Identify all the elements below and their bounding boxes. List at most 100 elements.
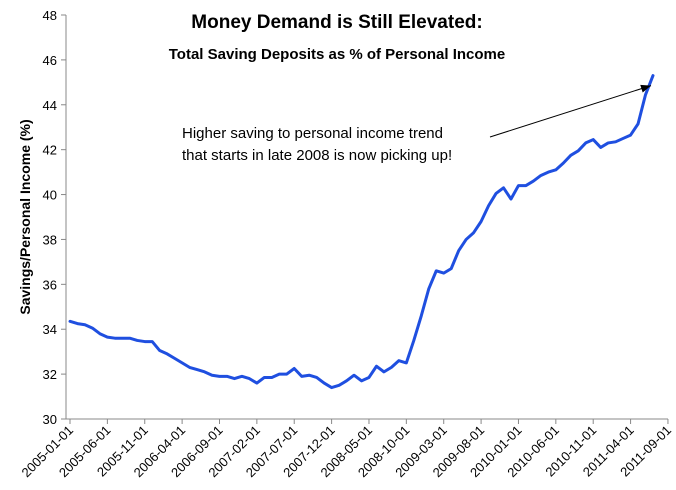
data-point <box>577 149 580 152</box>
data-point <box>397 359 400 362</box>
data-point <box>375 365 378 368</box>
chart-subtitle: Total Saving Deposits as % of Personal I… <box>169 46 505 63</box>
y-axis-label: Savings/Personal Income (%) <box>17 119 33 314</box>
data-point <box>554 168 557 171</box>
data-point <box>637 122 640 125</box>
y-tick-label: 42 <box>43 143 57 158</box>
data-point <box>569 154 572 157</box>
data-point <box>308 374 311 377</box>
data-point <box>330 386 333 389</box>
data-point <box>435 269 438 272</box>
chart-title: Money Demand is Still Elevated: <box>191 12 482 33</box>
data-point <box>532 180 535 183</box>
data-point <box>547 171 550 174</box>
data-point <box>465 238 468 241</box>
data-point <box>517 184 520 187</box>
annotation-line-1: Higher saving to personal income trend <box>182 125 443 142</box>
data-point <box>442 272 445 275</box>
data-point <box>495 192 498 195</box>
data-point <box>487 204 490 207</box>
series-points <box>69 74 655 389</box>
data-point <box>240 375 243 378</box>
data-point <box>420 314 423 317</box>
data-point <box>592 138 595 141</box>
data-point <box>121 337 124 340</box>
data-point <box>248 377 251 380</box>
data-point <box>412 339 415 342</box>
data-point <box>255 382 258 385</box>
data-point <box>457 249 460 252</box>
data-point <box>263 376 266 379</box>
data-point <box>83 323 86 326</box>
data-point <box>76 322 79 325</box>
data-point <box>98 332 101 335</box>
data-point <box>211 374 214 377</box>
data-point <box>69 320 72 323</box>
data-point <box>382 370 385 373</box>
data-point <box>218 375 221 378</box>
data-point <box>390 366 393 369</box>
data-point <box>188 366 191 369</box>
data-point <box>562 162 565 165</box>
data-point <box>278 373 281 376</box>
annotation-line-2: that starts in late 2008 is now picking … <box>182 147 452 164</box>
data-point <box>405 361 408 364</box>
y-tick-label: 36 <box>43 277 57 292</box>
data-point <box>203 370 206 373</box>
y-tick-label: 30 <box>43 412 57 427</box>
data-point <box>607 141 610 144</box>
data-point <box>173 357 176 360</box>
data-point <box>113 337 116 340</box>
data-point <box>181 361 184 364</box>
data-point <box>360 379 363 382</box>
annotation-arrowhead <box>640 84 651 93</box>
data-point <box>285 373 288 376</box>
data-point <box>270 376 273 379</box>
y-tick-label: 48 <box>43 8 57 23</box>
data-point <box>652 74 655 77</box>
data-point <box>293 367 296 370</box>
data-point <box>629 134 632 137</box>
data-point <box>233 377 236 380</box>
data-point <box>524 184 527 187</box>
data-point <box>338 384 341 387</box>
data-point <box>539 174 542 177</box>
data-point <box>315 376 318 379</box>
data-point <box>614 140 617 143</box>
data-point <box>151 340 154 343</box>
data-point <box>599 146 602 149</box>
data-point <box>644 93 647 96</box>
y-tick-label: 44 <box>43 98 57 113</box>
y-axis-ticks: 30 32 34 36 38 40 42 44 46 48 <box>43 8 66 427</box>
data-point <box>450 267 453 270</box>
data-point <box>427 287 430 290</box>
data-point <box>143 340 146 343</box>
y-tick-label: 46 <box>43 53 57 68</box>
data-point <box>472 231 475 234</box>
data-point <box>353 374 356 377</box>
data-point <box>128 337 131 340</box>
y-tick-label: 40 <box>43 188 57 203</box>
series-line <box>68 74 655 390</box>
data-point <box>584 141 587 144</box>
data-point <box>480 220 483 223</box>
data-point <box>136 339 139 342</box>
data-point <box>502 186 505 189</box>
data-point <box>196 368 199 371</box>
y-tick-label: 38 <box>43 232 57 247</box>
x-axis-ticks: 2005-01-012005-06-012005-11-012006-04-01… <box>18 419 674 480</box>
annotation-arrow <box>489 85 652 138</box>
data-point <box>166 352 169 355</box>
data-point <box>158 349 161 352</box>
data-point <box>509 198 512 201</box>
data-point <box>345 379 348 382</box>
y-tick-label: 34 <box>43 322 57 337</box>
data-point <box>91 327 94 330</box>
data-point <box>622 137 625 140</box>
data-point <box>106 336 109 339</box>
data-point <box>367 376 370 379</box>
data-point <box>300 375 303 378</box>
data-point <box>323 382 326 385</box>
data-point <box>225 375 228 378</box>
